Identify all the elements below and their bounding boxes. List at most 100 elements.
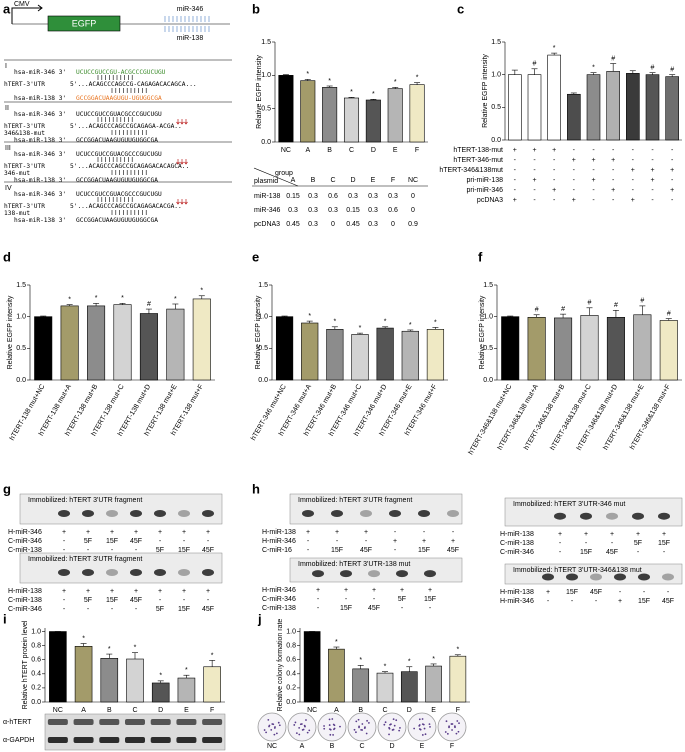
y-tick-label: 0.6 — [31, 657, 41, 664]
significance-mark: * — [394, 79, 397, 86]
condition-mark: - — [514, 157, 517, 164]
sequence: GCCGGACUAAGUGUUGUGGCGA — [76, 177, 158, 184]
significance-mark: * — [211, 652, 214, 659]
colony — [301, 729, 304, 731]
blot-cell: - — [183, 538, 186, 545]
bar — [387, 88, 403, 143]
blot-cell: + — [62, 529, 66, 536]
bar — [400, 671, 418, 703]
blot-cell: 15F — [638, 598, 650, 605]
blot-cell: 45F — [130, 538, 142, 545]
significance-mark: * — [432, 656, 435, 663]
blot-row-label: C-miR-138 — [8, 597, 42, 604]
colony — [355, 731, 357, 734]
table-cell: 0.3 — [348, 193, 358, 200]
panel-letter: j — [257, 611, 262, 626]
table-header: D — [350, 177, 355, 184]
x-tick-label: B — [107, 707, 112, 714]
colony — [395, 719, 398, 722]
blot-cell: + — [546, 589, 550, 596]
blot-dot — [554, 512, 566, 520]
colony — [328, 728, 331, 731]
y-tick-label: 1.0 — [491, 72, 501, 79]
condition-mark: + — [572, 197, 576, 204]
table-cell: 0.3 — [368, 193, 378, 200]
colony — [451, 723, 454, 725]
table-cell: 0.15 — [286, 193, 300, 200]
blot-dot — [614, 573, 626, 581]
blot-cell: + — [206, 588, 210, 595]
blot-cell: 45F — [202, 547, 214, 554]
condition-mark: - — [514, 167, 517, 174]
blot-cell: 15F — [106, 538, 118, 545]
condition-mark: - — [514, 187, 517, 194]
condition-mark: - — [651, 157, 654, 164]
bar — [203, 666, 221, 703]
condition-mark: + — [631, 167, 635, 174]
condition-mark: - — [632, 147, 635, 154]
blot-dot — [302, 510, 314, 517]
blot-dot — [154, 510, 166, 517]
table-header: E — [371, 177, 376, 184]
mutation-arrow — [180, 159, 184, 165]
condition-label: hTERT-138-mut — [453, 147, 503, 154]
site-label: miR-138 — [177, 35, 204, 42]
significance-mark: * — [384, 664, 387, 671]
plate-label: NC — [267, 743, 277, 750]
blot-cell: 5F — [84, 597, 92, 604]
blot-dot — [632, 512, 644, 520]
bar — [449, 655, 467, 703]
blot-cell: - — [571, 598, 574, 605]
bar — [547, 54, 561, 141]
blot-cell: - — [663, 549, 666, 556]
blot-dot — [389, 510, 401, 517]
x-tick-label: D — [407, 707, 412, 714]
x-tick-label: A — [81, 707, 86, 714]
y-tick-label: 1.0 — [286, 628, 296, 635]
blot-title: Immobilized: hTERT 3'UTR fragment — [28, 497, 142, 504]
x-tick-label: B — [327, 147, 332, 154]
x-tick-label: A — [305, 147, 310, 154]
x-tick-label: E — [393, 147, 398, 154]
bar — [326, 329, 344, 381]
colony — [391, 729, 394, 731]
condition-mark: + — [670, 167, 674, 174]
blot-dot — [360, 510, 372, 517]
x-tick-label: B — [358, 707, 363, 714]
colony — [423, 727, 426, 730]
y-tick-label: 0.2 — [31, 685, 41, 692]
significance-mark: * — [409, 322, 412, 329]
significance-mark: # — [611, 55, 615, 62]
blot-cell: + — [636, 531, 640, 538]
blot-cell: - — [336, 538, 339, 545]
condition-label: pri-miR-346 — [466, 187, 503, 194]
significance-mark: * — [306, 71, 309, 78]
condition-mark: + — [670, 187, 674, 194]
colony — [366, 719, 368, 722]
bar — [376, 327, 394, 381]
colony — [308, 729, 311, 732]
blot-row-label: α-hTERT — [3, 719, 32, 726]
mutation-arrow — [184, 119, 188, 125]
condition-label: hTERT-346&138mut — [439, 167, 503, 174]
significance-mark: * — [68, 296, 71, 303]
condition-label: pri-miR-138 — [466, 177, 503, 184]
table-cell: 0.3 — [308, 207, 318, 214]
blot-cell: - — [394, 547, 397, 554]
significance-mark: * — [134, 645, 137, 652]
colony — [448, 725, 450, 728]
y-tick-label: 1.5 — [261, 39, 271, 46]
blot-image — [19, 493, 223, 525]
significance-mark: * — [553, 45, 556, 52]
blot-cell: + — [393, 538, 397, 545]
sequence: 5'...ACAGCCCAGCCG-CAGAGACACAGCA... — [70, 81, 197, 88]
significance-mark: * — [328, 78, 331, 85]
blot-cell: 15F — [178, 547, 190, 554]
condition-mark: - — [592, 147, 595, 154]
blot-cell: - — [307, 538, 310, 545]
blot-dot — [130, 510, 142, 517]
blot-dot — [178, 510, 190, 517]
blot-cell: - — [423, 529, 426, 536]
condition-mark: - — [514, 177, 517, 184]
x-tick-label: NC — [281, 147, 291, 154]
